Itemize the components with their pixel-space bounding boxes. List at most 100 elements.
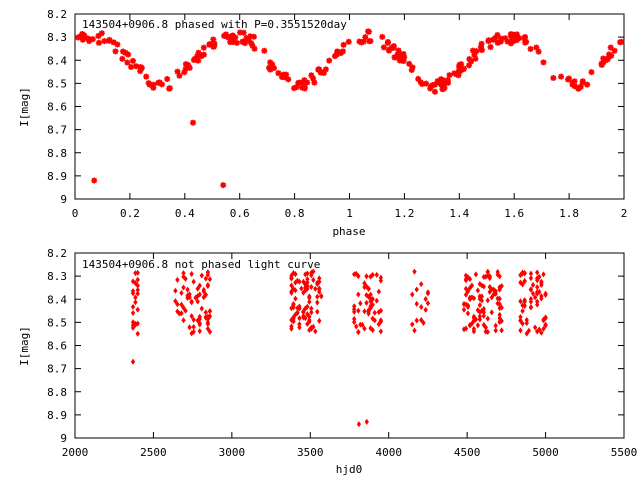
data-point (541, 271, 546, 278)
data-point (481, 273, 486, 280)
data-point (467, 284, 473, 291)
data-point (477, 295, 483, 302)
data-point (502, 35, 509, 42)
data-point (370, 327, 375, 334)
data-point (311, 276, 316, 283)
data-point (455, 72, 462, 79)
x-tick-label: 4000 (375, 446, 402, 459)
data-point (415, 75, 422, 82)
data-point (414, 317, 419, 324)
data-point (493, 322, 498, 329)
data-point (130, 324, 136, 331)
data-point (309, 269, 314, 276)
data-point (295, 80, 302, 87)
x-tick-label: 0 (72, 207, 79, 220)
data-point (520, 320, 525, 327)
data-point (467, 294, 473, 301)
data-point (191, 316, 196, 323)
data-points (75, 28, 625, 189)
data-point (461, 306, 467, 313)
data-point (535, 289, 540, 296)
data-point (315, 66, 322, 73)
data-point (396, 53, 403, 60)
data-point (465, 304, 471, 311)
data-point (291, 301, 296, 308)
data-point (419, 303, 424, 310)
data-point (385, 47, 392, 54)
data-point (315, 281, 320, 288)
data-point (481, 312, 486, 319)
data-point (313, 285, 318, 292)
data-point (331, 53, 338, 60)
data-point (179, 301, 184, 308)
data-point (200, 44, 207, 51)
data-point (270, 65, 277, 72)
data-point (317, 69, 324, 76)
data-point (315, 308, 320, 315)
data-point (535, 269, 540, 276)
data-point (493, 288, 498, 295)
data-point (487, 288, 492, 295)
data-point (485, 272, 490, 279)
data-point (309, 309, 314, 316)
plot-title: 143504+0906.8 phased with P=0.3551520day (82, 18, 347, 31)
y-axis-label: I[mag] (18, 87, 31, 127)
data-point (237, 29, 244, 36)
data-point (155, 79, 162, 86)
data-point (173, 287, 178, 294)
data-point (128, 63, 135, 70)
x-tick-label: 0.8 (285, 207, 305, 220)
data-point (471, 313, 477, 320)
data-point (471, 325, 477, 332)
data-point (370, 315, 375, 322)
data-point (289, 275, 294, 282)
data-point (617, 39, 624, 46)
data-point (434, 78, 441, 85)
data-point (571, 83, 578, 90)
data-point (479, 297, 485, 304)
data-point (307, 318, 312, 325)
data-point (303, 305, 308, 312)
data-point (191, 278, 196, 285)
data-point (499, 304, 504, 311)
data-point (135, 290, 140, 297)
data-point (478, 40, 485, 47)
data-point (122, 49, 129, 56)
phased-light-curve-plot: 8.2 8.3 8.4 8.5 8.6 8.7 8.8 8.9 9 0 0.2 0.4 0.6 0.8 1… (18, 8, 627, 238)
y-tick-label: 8.4 (47, 293, 67, 306)
data-point (245, 36, 252, 43)
data-point (354, 270, 359, 277)
data-point (491, 286, 496, 293)
data-point (194, 53, 201, 60)
data-point (164, 75, 171, 82)
data-point (285, 76, 292, 83)
data-point (537, 273, 542, 280)
data-point (608, 52, 615, 59)
data-point (210, 43, 217, 50)
y-tick-label: 8.8 (47, 147, 67, 160)
data-point (175, 301, 180, 308)
data-point (400, 51, 407, 58)
data-point (457, 68, 464, 75)
data-point (471, 51, 478, 58)
data-point (494, 32, 501, 39)
data-point (490, 36, 497, 43)
data-point (481, 283, 486, 290)
data-point (374, 271, 379, 278)
data-point (135, 330, 140, 337)
y-tick-label: 8.6 (47, 101, 67, 114)
data-point (362, 280, 367, 287)
data-point (477, 309, 483, 316)
data-point (195, 49, 202, 56)
data-point (485, 297, 490, 304)
data-point (461, 301, 467, 308)
data-point (185, 61, 192, 68)
data-point (518, 327, 523, 334)
y-tick-label: 8.2 (47, 8, 67, 21)
data-point (522, 277, 527, 284)
data-point (497, 273, 502, 280)
data-point (487, 44, 494, 51)
data-point (423, 80, 430, 87)
data-point (372, 309, 377, 316)
